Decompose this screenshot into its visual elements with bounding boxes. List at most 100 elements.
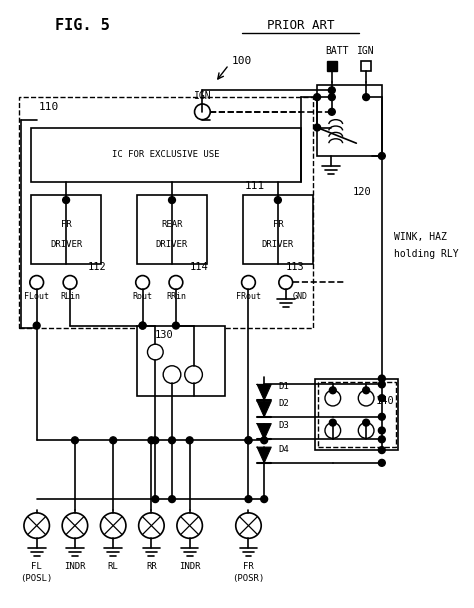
Circle shape (261, 496, 268, 503)
Circle shape (378, 153, 385, 159)
Text: RL: RL (108, 562, 118, 572)
Text: (POSR): (POSR) (232, 574, 264, 583)
Circle shape (185, 366, 202, 384)
Text: (POSL): (POSL) (20, 574, 53, 583)
Text: FRout: FRout (236, 292, 261, 300)
Circle shape (147, 344, 163, 360)
Circle shape (139, 322, 146, 329)
Circle shape (325, 390, 341, 406)
Text: 120: 120 (352, 187, 371, 197)
Circle shape (148, 437, 155, 444)
Circle shape (245, 437, 252, 444)
Text: IGN: IGN (193, 91, 211, 101)
Text: FR: FR (243, 562, 254, 572)
Circle shape (363, 94, 370, 100)
Text: D2: D2 (278, 398, 289, 407)
Circle shape (100, 513, 126, 538)
Bar (137, 195, 207, 264)
Circle shape (378, 381, 385, 388)
Circle shape (274, 196, 282, 204)
Circle shape (177, 513, 202, 538)
Circle shape (329, 387, 336, 394)
Text: 110: 110 (39, 102, 59, 112)
Text: 114: 114 (190, 261, 209, 272)
Text: 111: 111 (245, 181, 265, 192)
Circle shape (72, 437, 78, 444)
Circle shape (169, 196, 175, 204)
Bar (243, 195, 313, 264)
Text: DRIVER: DRIVER (262, 240, 294, 249)
Circle shape (314, 94, 320, 100)
Circle shape (328, 94, 335, 100)
Bar (31, 128, 301, 182)
Bar (31, 195, 101, 264)
Circle shape (30, 275, 44, 289)
Text: Rout: Rout (133, 292, 153, 300)
Circle shape (169, 437, 175, 444)
Text: 130: 130 (155, 330, 173, 340)
Circle shape (378, 413, 385, 420)
Circle shape (173, 322, 179, 329)
Circle shape (33, 322, 40, 329)
Circle shape (63, 196, 70, 204)
Text: RR: RR (146, 562, 157, 572)
Text: IGN: IGN (357, 46, 375, 56)
Circle shape (363, 419, 370, 426)
Text: WINK, HAZ: WINK, HAZ (393, 232, 447, 243)
Text: PRIOR ART: PRIOR ART (267, 19, 334, 32)
Text: D3: D3 (278, 421, 289, 430)
Text: FL: FL (31, 562, 42, 572)
Circle shape (261, 437, 268, 444)
Text: GND: GND (292, 292, 308, 300)
Circle shape (378, 427, 385, 434)
Circle shape (363, 387, 370, 394)
Text: FR: FR (273, 220, 283, 229)
Circle shape (163, 366, 181, 384)
Text: FIG. 5: FIG. 5 (55, 18, 110, 33)
Circle shape (139, 322, 146, 329)
Text: DRIVER: DRIVER (50, 240, 82, 249)
Circle shape (152, 437, 159, 444)
Text: INDR: INDR (179, 562, 201, 572)
Circle shape (358, 390, 374, 406)
Polygon shape (257, 447, 271, 463)
Text: DRIVER: DRIVER (156, 240, 188, 249)
Circle shape (136, 275, 149, 289)
Polygon shape (257, 384, 271, 400)
Text: BATT: BATT (325, 46, 348, 56)
Text: RRin: RRin (166, 292, 186, 300)
Circle shape (139, 513, 164, 538)
Circle shape (378, 460, 385, 466)
Circle shape (24, 513, 49, 538)
Text: 140: 140 (376, 396, 395, 406)
Text: REAR: REAR (161, 220, 183, 229)
Text: 113: 113 (286, 261, 304, 272)
Circle shape (245, 496, 252, 503)
Text: FLout: FLout (24, 292, 49, 300)
Circle shape (314, 124, 320, 131)
Circle shape (328, 87, 335, 94)
Circle shape (242, 275, 255, 289)
Text: 100: 100 (232, 56, 252, 66)
Circle shape (245, 437, 252, 444)
Circle shape (358, 423, 374, 438)
Bar (318, 382, 396, 447)
Bar (19, 97, 313, 328)
Circle shape (328, 108, 335, 116)
Polygon shape (257, 424, 271, 440)
Circle shape (63, 275, 77, 289)
Bar (137, 325, 225, 396)
Bar (315, 379, 399, 450)
Text: 112: 112 (88, 261, 107, 272)
Circle shape (325, 423, 341, 438)
Circle shape (378, 395, 385, 401)
Circle shape (194, 104, 210, 120)
Circle shape (169, 275, 183, 289)
Text: RLin: RLin (60, 292, 80, 300)
Bar (327, 61, 337, 71)
Circle shape (169, 496, 175, 503)
Text: D1: D1 (278, 382, 289, 391)
Text: INDR: INDR (64, 562, 86, 572)
Text: IC FOR EXCLUSIVE USE: IC FOR EXCLUSIVE USE (112, 150, 220, 159)
Bar (317, 85, 382, 156)
